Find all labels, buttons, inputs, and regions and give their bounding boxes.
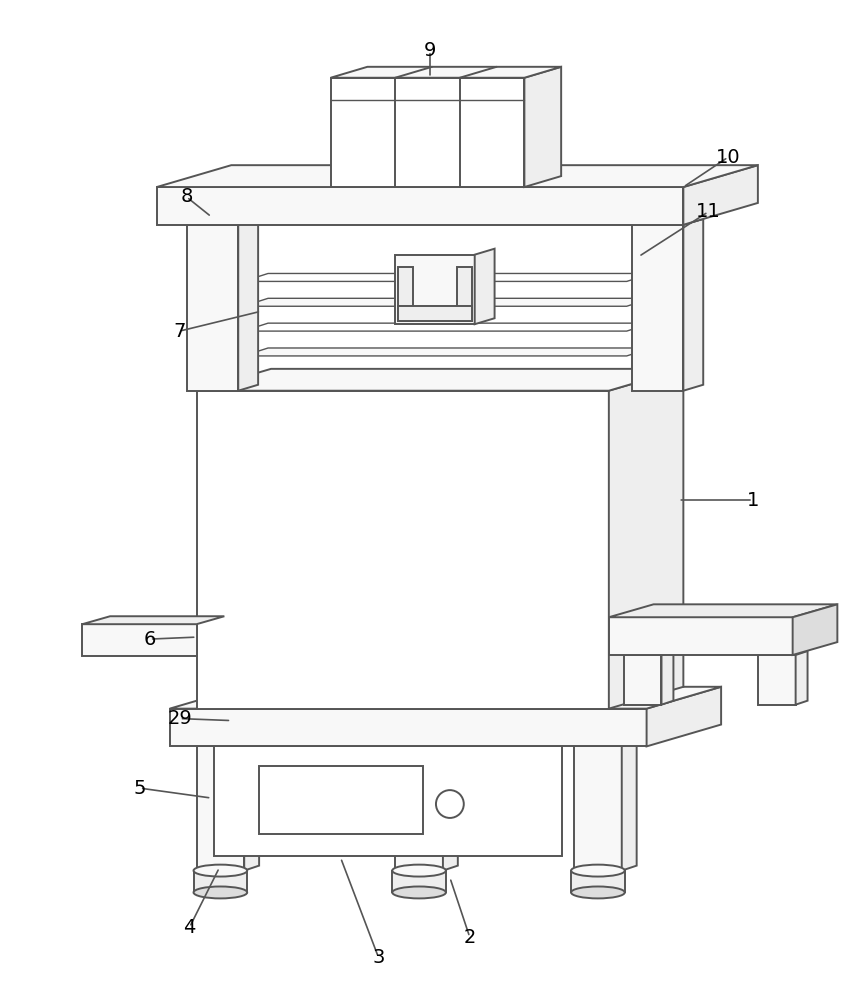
Polygon shape	[647, 687, 722, 746]
Text: 3: 3	[372, 948, 385, 967]
Bar	[457, 267, 472, 321]
Ellipse shape	[194, 886, 247, 898]
Text: 2: 2	[463, 928, 476, 947]
Circle shape	[436, 790, 464, 818]
Text: 29: 29	[167, 709, 192, 728]
Polygon shape	[331, 67, 561, 78]
Polygon shape	[196, 369, 684, 391]
Bar	[83, 624, 196, 656]
Bar	[395, 255, 474, 324]
Polygon shape	[157, 165, 758, 187]
Bar	[609, 617, 793, 655]
Polygon shape	[793, 604, 838, 655]
Polygon shape	[632, 219, 703, 225]
Text: 10: 10	[715, 148, 740, 167]
Ellipse shape	[393, 865, 446, 877]
Ellipse shape	[393, 886, 446, 898]
Polygon shape	[443, 741, 458, 871]
Polygon shape	[622, 741, 636, 871]
Text: 8: 8	[181, 187, 193, 206]
Text: 4: 4	[183, 918, 195, 937]
Bar	[170, 709, 647, 746]
Polygon shape	[609, 369, 684, 709]
Polygon shape	[474, 249, 494, 324]
Bar	[157, 187, 684, 225]
Polygon shape	[238, 219, 258, 391]
Bar	[196, 391, 609, 709]
Bar	[398, 306, 472, 321]
Text: 11: 11	[696, 202, 721, 221]
Polygon shape	[243, 323, 652, 331]
Bar	[574, 746, 622, 871]
Polygon shape	[243, 348, 652, 356]
Bar	[196, 746, 245, 871]
Ellipse shape	[571, 886, 625, 898]
Polygon shape	[187, 219, 258, 225]
Polygon shape	[243, 298, 652, 306]
Text: 6: 6	[144, 630, 156, 649]
Bar	[758, 655, 796, 705]
Polygon shape	[243, 273, 652, 281]
Polygon shape	[684, 165, 758, 225]
Bar	[393, 871, 446, 892]
Text: 5: 5	[133, 779, 146, 798]
Bar	[623, 655, 661, 705]
Polygon shape	[609, 604, 838, 617]
Ellipse shape	[571, 865, 625, 877]
Bar	[571, 871, 625, 892]
Polygon shape	[524, 67, 561, 187]
Polygon shape	[796, 651, 808, 705]
Bar	[395, 746, 443, 871]
Polygon shape	[83, 616, 225, 624]
Polygon shape	[684, 219, 703, 391]
Text: 9: 9	[424, 41, 437, 60]
Text: 7: 7	[173, 322, 186, 341]
Bar	[194, 871, 247, 892]
Polygon shape	[661, 651, 673, 705]
Bar	[632, 225, 684, 391]
Bar	[187, 225, 238, 391]
Bar	[259, 766, 423, 834]
Bar	[214, 746, 562, 856]
Polygon shape	[245, 741, 259, 871]
Text: 1: 1	[746, 490, 759, 510]
Bar	[331, 78, 524, 187]
Bar	[398, 267, 413, 321]
Ellipse shape	[194, 865, 247, 877]
Polygon shape	[170, 687, 722, 709]
